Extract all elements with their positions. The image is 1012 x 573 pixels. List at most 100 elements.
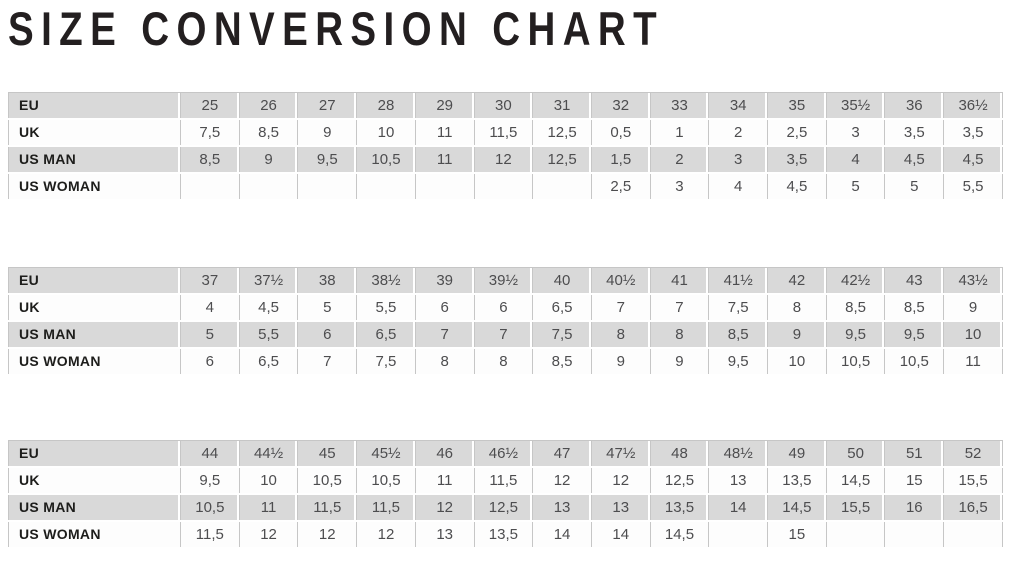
size-table-eu-25-36: EU 25 26 27 28 29 30 31 32 33 34 35 35½ 36 36½ UK 7,5 8,5… [8, 92, 1003, 201]
size-cell: 7 [414, 321, 475, 349]
size-table-body: EU 25 26 27 28 29 30 31 32 33 34 35 35½ 36 36½ UK 7,5 8,5… [8, 92, 1003, 201]
size-cell: 4,5 [238, 294, 298, 322]
size-cell: 7,5 [708, 294, 768, 322]
size-cell: 39 [414, 267, 475, 295]
size-cell: 7,5 [180, 119, 240, 147]
row-label: US MAN [8, 146, 181, 174]
size-cell: 9 [297, 119, 357, 147]
size-cell: 14 [708, 494, 768, 522]
size-cell: 43 [884, 267, 944, 295]
size-cell [884, 521, 944, 549]
size-cell: 7,5 [532, 321, 592, 349]
size-cell: 10 [356, 119, 416, 147]
size-cell: 9,5 [884, 321, 944, 349]
size-cell: 8 [473, 348, 533, 376]
size-cell: 11,5 [473, 467, 533, 495]
size-cell: 43½ [943, 267, 1003, 295]
size-cell: 10,5 [180, 494, 240, 522]
size-row-us-woman: US WOMAN 6 6,5 7 7,5 8 8 8,5 9 9 9,5 10 10,5 10,5 11 [8, 348, 1003, 376]
size-cell: 9 [943, 294, 1003, 322]
size-cell: 11 [414, 146, 475, 174]
size-cell: 44½ [238, 440, 298, 468]
size-cell: 13 [708, 467, 768, 495]
size-cell: 2,5 [767, 119, 827, 147]
size-cell: 38 [297, 267, 357, 295]
size-cell: 29 [414, 92, 475, 120]
size-cell: 8 [649, 321, 709, 349]
size-cell: 8 [414, 348, 475, 376]
size-cell: 49 [767, 440, 827, 468]
size-cell: 34 [708, 92, 768, 120]
size-cell: 35 [767, 92, 827, 120]
size-cell: 11,5 [297, 494, 357, 522]
size-cell [414, 173, 475, 201]
size-cell: 38½ [356, 267, 416, 295]
size-cell: 12,5 [532, 119, 592, 147]
size-cell: 4,5 [884, 146, 944, 174]
size-cell: 10 [943, 321, 1003, 349]
size-cell: 8,5 [708, 321, 768, 349]
size-conversion-page: SIZE CONVERSION CHART EU 25 26 27 28 29 30 31 32… [0, 5, 1012, 549]
size-cell: 9,5 [708, 348, 768, 376]
size-cell: 37½ [238, 267, 298, 295]
size-cell: 8,5 [825, 294, 885, 322]
size-cell: 4 [825, 146, 885, 174]
size-cell [943, 521, 1003, 549]
size-table-eu-44-52: EU 44 44½ 45 45½ 46 46½ 47 47½ 48 48½ 49 50 51 52 UK 9,5… [8, 440, 1003, 549]
size-cell: 5 [180, 321, 240, 349]
size-cell: 42 [767, 267, 827, 295]
size-cell [297, 173, 357, 201]
size-cell: 28 [356, 92, 416, 120]
row-label: EU [8, 267, 181, 295]
size-row-eu: EU 37 37½ 38 38½ 39 39½ 40 40½ 41 41½ 42 42½ 43 43½ [8, 267, 1003, 295]
size-cell: 48 [649, 440, 709, 468]
size-row-eu: EU 25 26 27 28 29 30 31 32 33 34 35 35½ 36 36½ [8, 92, 1003, 120]
size-cell: 10,5 [356, 146, 416, 174]
size-cell: 6 [473, 294, 533, 322]
size-cell: 10 [767, 348, 827, 376]
size-cell: 14,5 [649, 521, 709, 549]
size-cell: 40½ [590, 267, 651, 295]
size-table-body: EU 37 37½ 38 38½ 39 39½ 40 40½ 41 41½ 42 42½ 43 43½ UK 4… [8, 267, 1003, 376]
size-cell: 16 [884, 494, 944, 522]
size-cell: 14 [590, 521, 651, 549]
size-cell [180, 173, 240, 201]
size-cell: 9 [767, 321, 827, 349]
size-cell: 15 [767, 521, 827, 549]
size-cell: 14,5 [767, 494, 827, 522]
size-cell: 8 [590, 321, 651, 349]
size-cell: 10,5 [297, 467, 357, 495]
size-cell [825, 521, 885, 549]
size-cell: 15,5 [943, 467, 1003, 495]
size-cell: 10,5 [356, 467, 416, 495]
size-table-eu-37-43: EU 37 37½ 38 38½ 39 39½ 40 40½ 41 41½ 42 42½ 43 43½ UK 4… [8, 267, 1003, 376]
size-cell: 13 [414, 521, 475, 549]
size-cell [532, 173, 592, 201]
size-row-us-woman: US WOMAN 11,5 12 12 12 13 13,5 14 14 14,5 15 [8, 521, 1003, 549]
row-label: US WOMAN [8, 521, 181, 549]
size-cell: 26 [238, 92, 298, 120]
size-row-eu: EU 44 44½ 45 45½ 46 46½ 47 47½ 48 48½ 49 50 51 52 [8, 440, 1003, 468]
size-cell: 25 [180, 92, 240, 120]
size-cell: 2 [708, 119, 768, 147]
size-cell: 14,5 [825, 467, 885, 495]
size-cell: 6,5 [238, 348, 298, 376]
size-cell: 39½ [473, 267, 533, 295]
size-cell: 10,5 [884, 348, 944, 376]
size-cell [708, 521, 768, 549]
size-cell [356, 173, 416, 201]
size-cell: 13,5 [649, 494, 709, 522]
size-cell: 36 [884, 92, 944, 120]
size-cell: 4 [180, 294, 240, 322]
size-cell: 30 [473, 92, 533, 120]
size-row-uk: UK 9,5 10 10,5 10,5 11 11,5 12 12 12,5 13 13,5 14,5 1… [8, 467, 1003, 495]
size-cell: 9 [238, 146, 298, 174]
size-cell: 12 [238, 521, 298, 549]
size-cell: 41½ [708, 267, 768, 295]
size-row-uk: UK 7,5 8,5 9 10 11 11,5 12,5 0,5 1 2 2,5 3 3,5 3,5 [8, 119, 1003, 147]
size-cell: 9,5 [297, 146, 357, 174]
size-cell: 1 [649, 119, 709, 147]
size-cell: 40 [532, 267, 592, 295]
size-cell: 51 [884, 440, 944, 468]
size-cell: 44 [180, 440, 240, 468]
